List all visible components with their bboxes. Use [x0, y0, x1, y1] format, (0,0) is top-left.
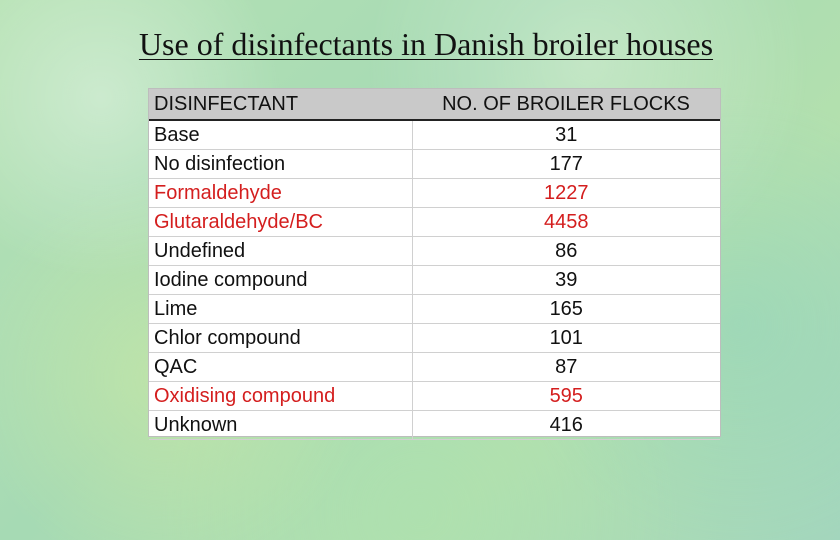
table-row: Unknown 416 [149, 410, 720, 440]
table-row: Chlor compound 101 [149, 323, 720, 353]
disinfectant-name: Lime [149, 294, 413, 324]
flock-count: 165 [412, 294, 720, 324]
disinfectant-name: QAC [149, 352, 413, 382]
disinfectant-name: Glutaraldehyde/BC [149, 207, 413, 237]
flock-count: 416 [412, 410, 720, 440]
table-row: No disinfection 177 [149, 149, 720, 179]
column-header-disinfectant: DISINFECTANT [149, 89, 412, 121]
disinfectant-name: Chlor compound [149, 323, 413, 353]
disinfectant-name: Formaldehyde [149, 178, 413, 208]
disinfectant-name: Oxidising compound [149, 381, 413, 411]
flock-count: 101 [412, 323, 720, 353]
flock-count: 177 [412, 149, 720, 179]
flock-count: 4458 [412, 207, 720, 237]
slide-title: Use of disinfectants in Danish broiler h… [138, 26, 714, 62]
flock-count: 39 [412, 265, 720, 295]
disinfectant-name: No disinfection [149, 149, 413, 179]
disinfectant-name: Unknown [149, 410, 413, 440]
flock-count: 1227 [412, 178, 720, 208]
flock-count: 31 [412, 120, 720, 150]
disinfectant-table: DISINFECTANT NO. OF BROILER FLOCKS Base … [149, 89, 720, 440]
table-row: QAC 87 [149, 352, 720, 382]
disinfectant-name: Undefined [149, 236, 413, 266]
flock-count: 595 [412, 381, 720, 411]
table-row: Oxidising compound 595 [149, 381, 720, 411]
disinfectant-table-container: DISINFECTANT NO. OF BROILER FLOCKS Base … [149, 89, 720, 440]
table-row: Glutaraldehyde/BC 4458 [149, 207, 720, 237]
table-header-row: DISINFECTANT NO. OF BROILER FLOCKS [149, 89, 720, 121]
table-row: Lime 165 [149, 294, 720, 324]
table-row: Iodine compound 39 [149, 265, 720, 295]
disinfectant-name: Base [149, 120, 413, 150]
column-header-flocks: NO. OF BROILER FLOCKS [412, 89, 720, 121]
flock-count: 87 [412, 352, 720, 382]
table-row: Base 31 [149, 120, 720, 150]
disinfectant-name: Iodine compound [149, 265, 413, 295]
table-row: Undefined 86 [149, 236, 720, 266]
flock-count: 86 [412, 236, 720, 266]
table-row: Formaldehyde 1227 [149, 178, 720, 208]
